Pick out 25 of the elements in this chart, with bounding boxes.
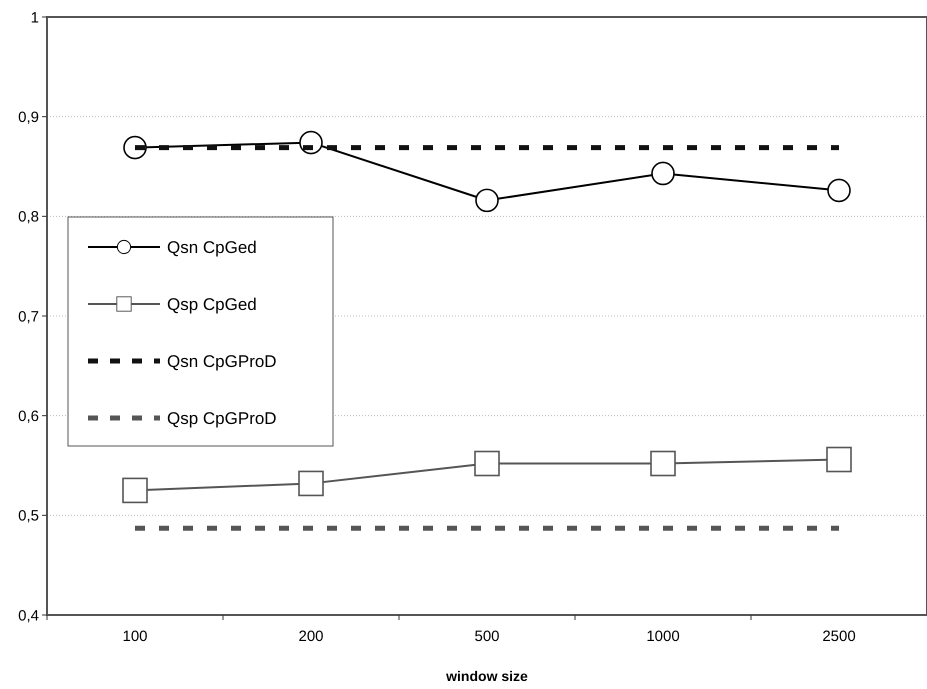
x-tick-label: 100 (122, 628, 148, 645)
x-tick-label: 500 (474, 628, 500, 645)
legend-label: Qsp CpGed (167, 294, 257, 314)
x-axis-title: window size (445, 668, 528, 684)
point (650, 450, 676, 476)
point (827, 178, 851, 202)
legend-label: Qsn CpGed (167, 238, 257, 257)
point (826, 446, 852, 472)
point (298, 470, 324, 496)
point (475, 188, 499, 212)
x-tick-label: 2500 (822, 628, 856, 645)
y-tick-label: 0,6 (18, 408, 39, 425)
legend-label: Qsn CpGProD (167, 352, 277, 371)
x-tick-label: 200 (298, 628, 324, 645)
legend-label: Qsp CpGProD (167, 408, 277, 428)
point (122, 478, 148, 504)
y-tick-label: 0,5 (18, 508, 39, 525)
point (651, 162, 675, 186)
y-tick-label: 0,4 (18, 607, 39, 624)
y-tick-label: 0,7 (18, 308, 39, 326)
y-tick-label: 0,9 (18, 108, 39, 126)
point (474, 450, 500, 476)
y-tick-label: 1 (30, 9, 39, 26)
y-tick-label: 0,8 (18, 208, 39, 226)
x-tick-label: 1000 (646, 628, 680, 645)
